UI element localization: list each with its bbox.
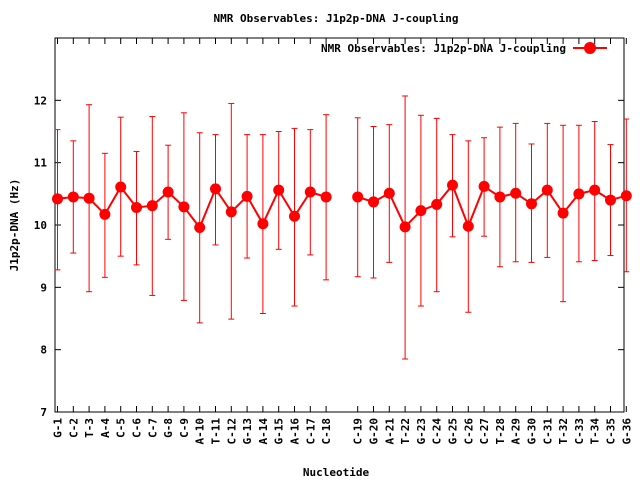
x-tick-label: G-15 xyxy=(273,418,286,445)
data-point xyxy=(620,190,632,202)
plot-frame xyxy=(54,37,625,413)
x-tick-label: G-36 xyxy=(620,418,633,445)
data-point xyxy=(289,210,300,222)
data-point xyxy=(510,187,522,199)
data-point xyxy=(225,206,237,218)
data-point xyxy=(115,181,127,193)
data-point xyxy=(131,202,142,214)
x-tick-label: G-1 xyxy=(52,418,65,438)
data-point xyxy=(257,218,269,230)
x-tick-label: A-10 xyxy=(194,418,207,445)
x-tick-label: C-24 xyxy=(431,418,444,445)
y-tick-label: 10 xyxy=(34,219,47,232)
x-tick-label: C-17 xyxy=(304,418,317,445)
data-point xyxy=(162,186,174,198)
data-point xyxy=(415,205,427,217)
x-tick-label: C-5 xyxy=(115,418,128,438)
x-tick-label: G-20 xyxy=(368,418,381,445)
legend-label: NMR Observables: J1p2p-DNA J-coupling xyxy=(321,42,566,55)
y-tick-label: 9 xyxy=(40,281,47,294)
x-axis-label: Nucleotide xyxy=(303,466,370,479)
series-points xyxy=(52,179,632,233)
data-point xyxy=(589,184,601,196)
data-point xyxy=(52,193,63,205)
x-tick-label: T-3 xyxy=(83,418,96,438)
x-tick-label: C-7 xyxy=(146,418,159,438)
data-point xyxy=(304,186,316,198)
x-tick-label: A-14 xyxy=(257,418,270,445)
data-point xyxy=(447,179,458,191)
x-tick-label: T-28 xyxy=(494,418,507,445)
x-tick-label: C-19 xyxy=(352,418,365,445)
x-tick-label: G-13 xyxy=(241,418,254,445)
data-point xyxy=(83,192,95,204)
x-tick-label: C-31 xyxy=(541,418,554,445)
y-tick-label: 11 xyxy=(34,157,48,170)
series-line xyxy=(57,185,327,230)
x-tick-label: C-2 xyxy=(67,418,80,438)
data-point xyxy=(557,207,569,219)
x-tick-label: A-21 xyxy=(383,418,396,445)
data-point xyxy=(99,208,111,220)
x-tick-label: A-4 xyxy=(99,418,112,438)
data-point xyxy=(368,196,379,208)
x-tick-label: C-35 xyxy=(605,418,618,445)
x-tick-label: G-25 xyxy=(447,418,460,445)
data-point xyxy=(526,198,537,210)
x-axis: G-1 C-2 T-3 A-4 C-5 C-6 C-7 G-8 C-9 A-10 T-11 C-12 G… xyxy=(52,38,633,445)
series-line xyxy=(357,183,627,229)
data-point xyxy=(146,200,158,212)
data-point xyxy=(383,187,395,199)
y-axis: 7 8 9 10 11 12 xyxy=(34,94,624,419)
data-point xyxy=(194,221,206,233)
x-tick-label: C-33 xyxy=(573,418,586,445)
x-tick-label: C-12 xyxy=(225,418,238,445)
data-point xyxy=(399,221,411,233)
x-tick-label: C-26 xyxy=(462,418,475,445)
data-point xyxy=(67,191,79,203)
x-tick-label: G-23 xyxy=(415,418,428,445)
error-bars xyxy=(54,95,630,360)
x-tick-label: C-6 xyxy=(131,418,144,438)
x-tick-label: C-9 xyxy=(178,418,191,438)
data-point xyxy=(605,194,616,206)
x-tick-label: T-11 xyxy=(210,418,223,445)
legend-marker xyxy=(584,42,596,54)
x-tick-label: C-27 xyxy=(478,418,491,445)
y-tick-label: 12 xyxy=(34,94,47,107)
x-tick-label: A-29 xyxy=(510,418,523,445)
data-point xyxy=(273,184,285,196)
x-tick-label: T-32 xyxy=(557,418,570,445)
data-point xyxy=(320,191,332,203)
x-tick-label: G-8 xyxy=(162,418,175,438)
x-tick-label: T-22 xyxy=(399,418,412,445)
data-point xyxy=(573,188,585,200)
y-tick-label: 7 xyxy=(40,406,47,419)
data-point xyxy=(478,180,490,192)
x-tick-label: C-18 xyxy=(320,418,333,445)
data-point xyxy=(210,183,221,195)
x-tick-label: T-34 xyxy=(589,418,602,445)
chart-title: NMR Observables: J1p2p-DNA J-coupling xyxy=(213,12,458,25)
series-lines xyxy=(57,183,627,230)
y-tick-label: 8 xyxy=(40,344,47,357)
data-point xyxy=(541,184,553,196)
legend: NMR Observables: J1p2p-DNA J-coupling xyxy=(321,42,607,55)
data-point xyxy=(431,198,443,210)
x-tick-label: A-16 xyxy=(289,418,302,445)
y-axis-label: J1p2p-DNA (Hz) xyxy=(8,179,21,272)
data-point xyxy=(494,191,506,203)
data-point xyxy=(178,201,190,213)
data-point xyxy=(241,190,253,202)
x-tick-label: G-30 xyxy=(526,418,539,445)
data-point xyxy=(352,191,364,203)
data-point xyxy=(462,220,474,232)
